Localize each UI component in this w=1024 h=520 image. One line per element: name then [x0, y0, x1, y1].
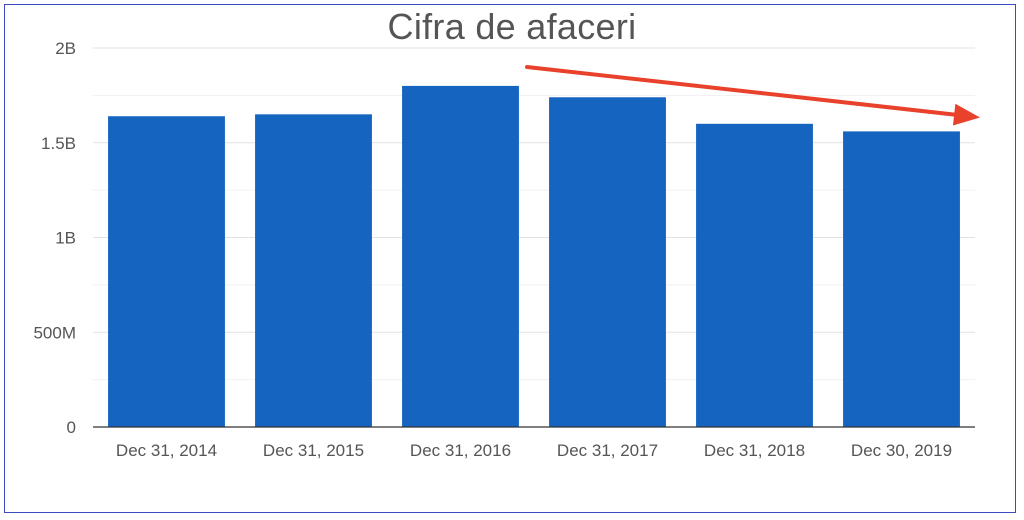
bars — [108, 85, 960, 428]
y-axis-ticks: 0 500M 1B 1.5B 2B — [33, 39, 76, 437]
x-tick-label: Dec 31, 2015 — [263, 441, 364, 460]
trend-arrow-shaft — [525, 65, 960, 117]
x-tick-label: Dec 31, 2016 — [410, 441, 511, 460]
bar — [108, 116, 225, 427]
y-tick-label: 0 — [67, 418, 76, 437]
gridlines — [93, 47, 975, 381]
bar — [843, 131, 960, 427]
bar — [402, 85, 519, 428]
x-tick-label: Dec 31, 2014 — [116, 441, 217, 460]
y-tick-label: 1B — [55, 229, 76, 248]
bar — [549, 97, 666, 428]
trend-arrow-head — [952, 103, 980, 126]
y-tick-label: 500M — [33, 323, 76, 342]
x-tick-label: Dec 31, 2017 — [557, 441, 658, 460]
chart-title: Cifra de afaceri — [387, 6, 637, 47]
y-tick-label: 2B — [55, 39, 76, 58]
bar — [255, 114, 372, 427]
x-tick-label: Dec 30, 2019 — [851, 441, 952, 460]
x-tick-label: Dec 31, 2018 — [704, 441, 805, 460]
trend-arrow-annotation — [525, 65, 980, 126]
bar — [696, 123, 813, 428]
y-tick-label: 1.5B — [41, 134, 76, 153]
x-axis-ticks: Dec 31, 2014 Dec 31, 2015 Dec 31, 2016 Dec … — [116, 441, 952, 460]
